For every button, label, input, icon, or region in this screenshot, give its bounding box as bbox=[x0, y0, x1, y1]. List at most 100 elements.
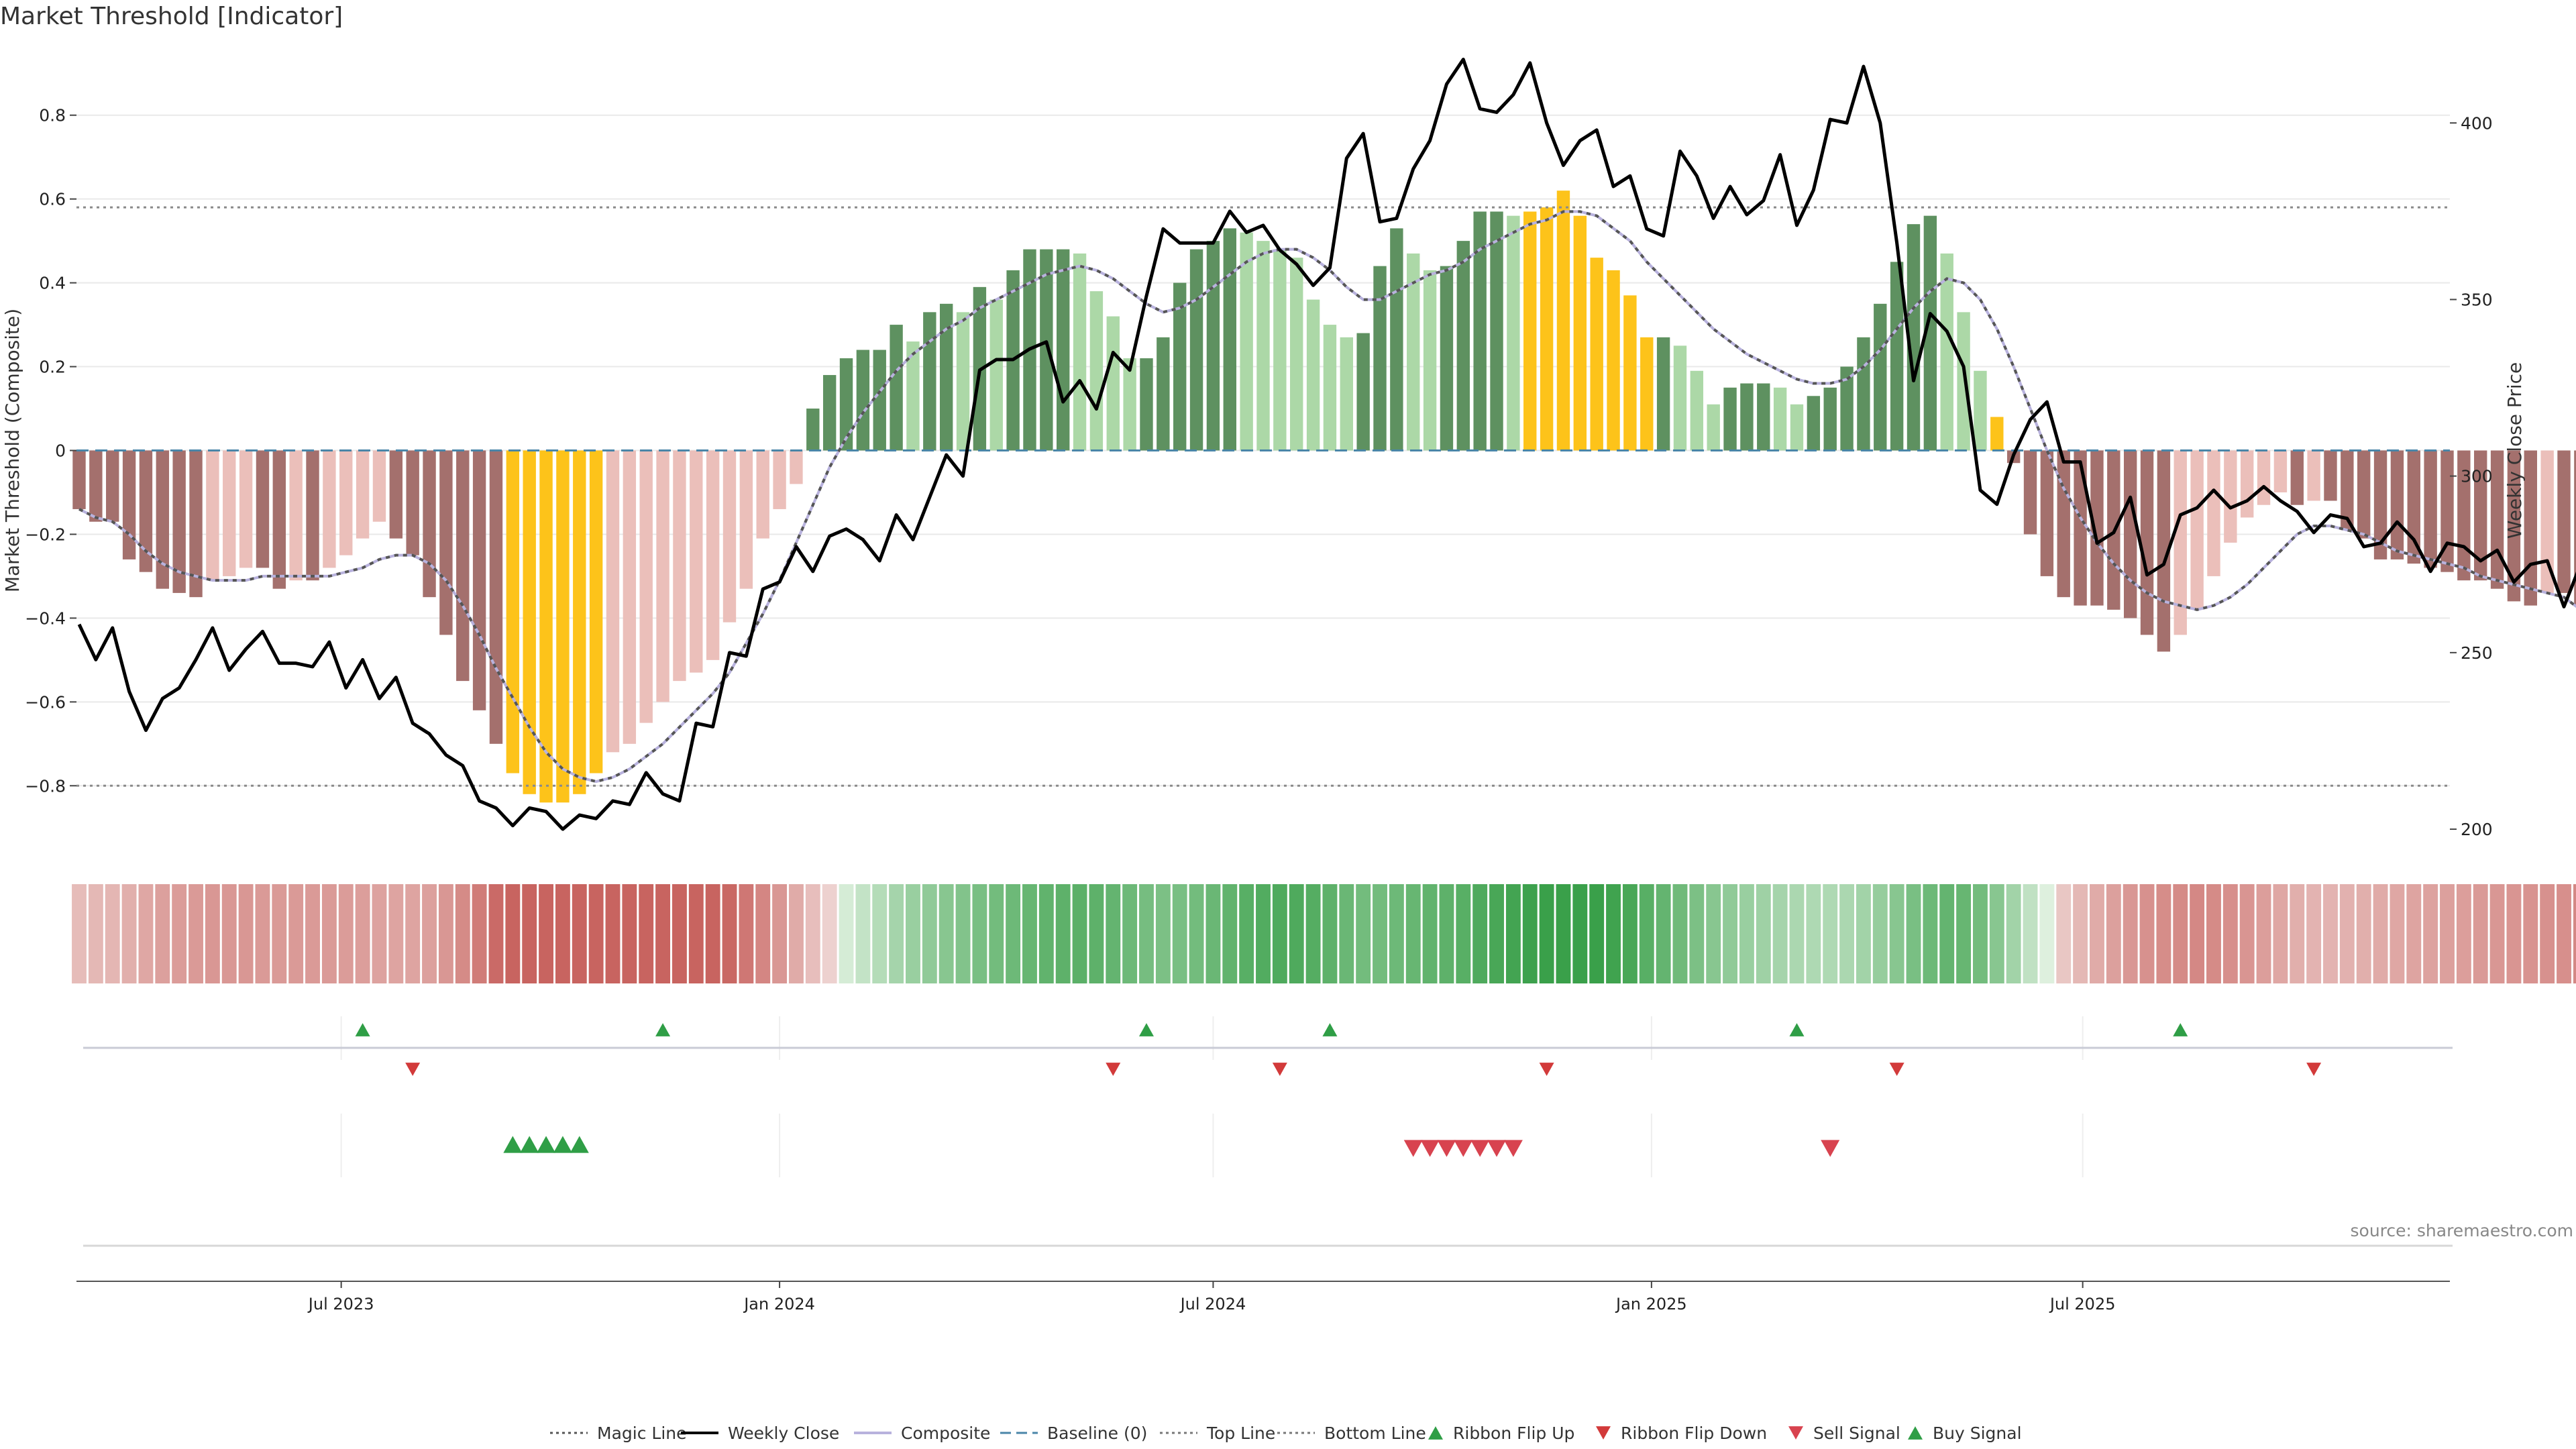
ribbon-cell-101 bbox=[1756, 884, 1771, 983]
bar-week-105 bbox=[1823, 387, 1837, 451]
ribbon-cell-24 bbox=[472, 884, 487, 983]
bar-week-113 bbox=[1957, 312, 1970, 451]
left-tick-label: 0.8 bbox=[39, 106, 66, 125]
bar-week-103 bbox=[1790, 404, 1804, 451]
bar-week-137 bbox=[2357, 450, 2371, 539]
ribbon-cell-90 bbox=[1572, 884, 1588, 983]
legend-label: Buy Signal bbox=[1933, 1424, 2022, 1443]
chart-title: Market Threshold [Indicator] bbox=[0, 3, 343, 30]
ribbon-cell-53 bbox=[955, 884, 971, 983]
ribbon-cell-110 bbox=[1906, 884, 1921, 983]
left-tick-label: 0.6 bbox=[39, 190, 66, 209]
ribbon-cell-71 bbox=[1256, 884, 1271, 983]
legend-item-buy-signal: Buy Signal bbox=[1908, 1424, 2022, 1443]
left-tick-label: −0.2 bbox=[25, 525, 66, 544]
bar-week-108 bbox=[1874, 303, 1887, 451]
legend-label: Composite bbox=[901, 1424, 990, 1443]
ribbon-flip-down-marker bbox=[1272, 1063, 1287, 1076]
ribbon-cell-66 bbox=[1172, 884, 1187, 983]
sell-signal-marker bbox=[1454, 1140, 1473, 1157]
ribbon-cell-79 bbox=[1389, 884, 1404, 983]
ribbon-cell-60 bbox=[1072, 884, 1087, 983]
bar-week-8 bbox=[206, 450, 219, 581]
ribbon-cell-117 bbox=[2023, 884, 2038, 983]
ribbon-cell-54 bbox=[972, 884, 987, 983]
bar-week-22 bbox=[439, 450, 453, 635]
ribbon-flip-up-marker bbox=[2173, 1023, 2188, 1036]
ribbon-cell-69 bbox=[1222, 884, 1238, 983]
ribbon-cell-109 bbox=[1889, 884, 1904, 983]
ribbon-cell-150 bbox=[2573, 884, 2576, 983]
x-tick-label: Jul 2025 bbox=[2049, 1295, 2116, 1313]
ribbon-cell-118 bbox=[2039, 884, 2055, 983]
bar-week-145 bbox=[2490, 450, 2504, 589]
bar-week-55 bbox=[989, 299, 1003, 451]
right-tick-label: 250 bbox=[2461, 643, 2493, 663]
bar-week-41 bbox=[756, 450, 769, 539]
ribbon-strip bbox=[72, 884, 2576, 983]
bar-week-73 bbox=[1290, 258, 1303, 451]
x-axis: Jul 2023 Jan 2024 Jul 2024 Jan 2025 Jul 2025 bbox=[76, 1281, 2450, 1313]
bar-week-83 bbox=[1456, 241, 1470, 451]
bar-week-98 bbox=[1707, 404, 1720, 451]
ribbon-cell-38 bbox=[705, 884, 720, 983]
bar-week-21 bbox=[423, 450, 436, 598]
bar-week-129 bbox=[2224, 450, 2237, 543]
ribbon-cell-67 bbox=[1189, 884, 1204, 983]
bar-week-134 bbox=[2307, 450, 2320, 501]
ribbon-cell-25 bbox=[488, 884, 504, 983]
bar-week-148 bbox=[2540, 450, 2554, 593]
bar-week-63 bbox=[1123, 358, 1136, 451]
ribbon-cell-62 bbox=[1106, 884, 1121, 983]
ribbon-cell-73 bbox=[1289, 884, 1304, 983]
ribbon-cell-116 bbox=[2006, 884, 2021, 983]
ribbon-cell-48 bbox=[872, 884, 888, 983]
ribbon-cell-49 bbox=[889, 884, 904, 983]
bar-week-99 bbox=[1723, 387, 1737, 451]
ribbon-cell-88 bbox=[1539, 884, 1554, 983]
buy-signal-marker bbox=[537, 1136, 556, 1153]
bar-week-19 bbox=[389, 450, 403, 539]
legend-item-weekly-close: Weekly Close bbox=[681, 1424, 839, 1443]
ribbon-cell-98 bbox=[1706, 884, 1721, 983]
ribbon-cell-31 bbox=[588, 884, 604, 983]
bar-week-43 bbox=[790, 450, 803, 484]
sell-signal-marker bbox=[1821, 1140, 1840, 1157]
bar-week-13 bbox=[289, 450, 303, 581]
ribbon-cell-95 bbox=[1656, 884, 1671, 983]
ribbon-cell-75 bbox=[1322, 884, 1338, 983]
left-tick-label: 0.4 bbox=[39, 274, 66, 293]
ribbon-cell-29 bbox=[555, 884, 570, 983]
ribbon-cell-28 bbox=[539, 884, 553, 983]
bar-week-146 bbox=[2507, 450, 2521, 602]
x-tick-label: Jul 2023 bbox=[307, 1295, 374, 1313]
ribbon-cell-30 bbox=[572, 884, 587, 983]
bar-week-84 bbox=[1473, 211, 1487, 451]
ribbon-cell-46 bbox=[839, 884, 854, 983]
ribbon-cell-120 bbox=[2073, 884, 2088, 983]
bar-week-93 bbox=[1623, 295, 1637, 451]
bar-week-7 bbox=[189, 450, 203, 598]
bar-week-46 bbox=[839, 358, 853, 451]
ribbon-cell-74 bbox=[1305, 884, 1321, 983]
bar-week-121 bbox=[2090, 450, 2104, 606]
bar-week-142 bbox=[2440, 450, 2454, 572]
bar-week-77 bbox=[1356, 333, 1370, 451]
legend-label: Baseline (0) bbox=[1047, 1424, 1147, 1443]
composite-bars bbox=[72, 191, 2576, 803]
bar-week-26 bbox=[506, 450, 520, 773]
ribbon-cell-87 bbox=[1522, 884, 1538, 983]
bar-week-106 bbox=[1840, 366, 1854, 451]
legend-item-ribbon-flip-down: Ribbon Flip Down bbox=[1596, 1424, 1767, 1443]
ribbon-cell-123 bbox=[2123, 884, 2138, 983]
ribbon-cell-44 bbox=[805, 884, 820, 983]
bar-week-80 bbox=[1407, 253, 1420, 451]
ribbon-cell-36 bbox=[672, 884, 687, 983]
ribbon-cell-136 bbox=[2339, 884, 2355, 983]
ribbon-cell-19 bbox=[388, 884, 404, 983]
bar-week-47 bbox=[856, 350, 870, 451]
ribbon-cell-131 bbox=[2256, 884, 2271, 983]
ribbon-flip-down-marker bbox=[1106, 1063, 1121, 1076]
bar-week-11 bbox=[256, 450, 270, 568]
